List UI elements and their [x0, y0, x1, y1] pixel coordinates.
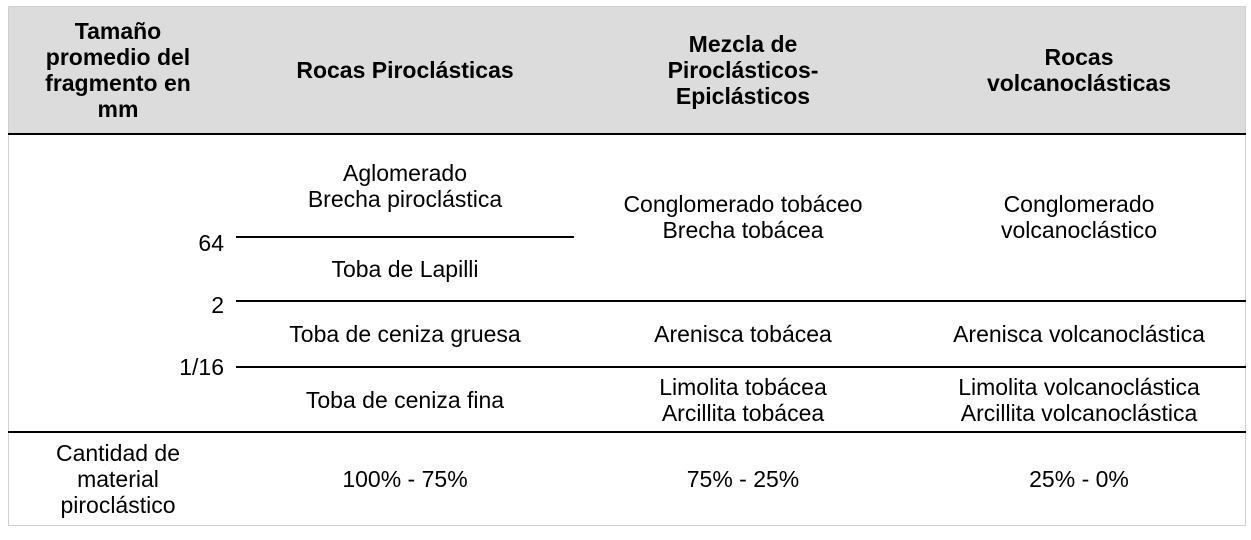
footer-divider-line — [8, 431, 1246, 433]
size-tick-2: 2 — [211, 292, 224, 318]
volcanoclasticas-coarse-line: volcanoclástico — [1001, 217, 1157, 243]
header-mezcla-line: Epiclásticos — [675, 82, 811, 109]
mezcla-coarse-line: Brecha tobácea — [662, 217, 824, 243]
piroclasticas-ceniza-gruesa-text: Toba de ceniza gruesa — [289, 321, 521, 347]
volcanoclasticas-fine-line: Limolita volcanoclástica — [958, 373, 1200, 400]
volcanoclasticas-fine: Limolita volcanoclástica Arcillita volca… — [912, 368, 1246, 431]
footer-piroclasticas-text: 100% - 75% — [342, 466, 468, 492]
size-2-line — [236, 300, 1246, 302]
mezcla-medium: Arenisca tobácea — [574, 302, 912, 366]
header-size-line: mm — [97, 95, 139, 122]
header-size-line: Tamaño — [74, 17, 162, 44]
mezcla-coarse: Conglomerado tobáceo Brecha tobácea — [574, 134, 912, 300]
mezcla-coarse-line: Conglomerado tobáceo — [623, 191, 863, 217]
footer-label-line: piroclástico — [60, 492, 176, 518]
size-64-line — [236, 236, 574, 238]
header-mezcla-line: Piroclásticos- — [667, 56, 819, 83]
piroclasticas-lapilli: Toba de Lapilli — [236, 238, 574, 300]
footer-volcanoclasticas-text: 25% - 0% — [1029, 466, 1129, 492]
footer-piroclasticas: 100% - 75% — [236, 432, 574, 526]
size-tick-1-16: 1/16 — [179, 354, 224, 380]
size-tick-64: 64 — [198, 230, 224, 256]
header-size-line: fragmento en — [45, 69, 191, 96]
header-piroclasticas-line: Rocas Piroclásticas — [296, 56, 514, 83]
header-piroclasticas: Rocas Piroclásticas — [236, 6, 574, 133]
header-size-line: promedio del — [45, 43, 191, 70]
footer-label-line: material — [77, 466, 159, 492]
mezcla-fine: Limolita tobácea Arcillita tobácea — [574, 368, 912, 431]
piroclasticas-coarse-line: Aglomerado — [342, 160, 468, 186]
volcanoclasticas-fine-line: Arcillita volcanoclástica — [960, 399, 1198, 426]
header-volcanoclasticas: Rocas volcanoclásticas — [912, 6, 1246, 133]
volcanoclasticas-medium: Arenisca volcanoclástica — [912, 302, 1246, 366]
footer-volcanoclasticas: 25% - 0% — [912, 432, 1246, 526]
volcanoclasticas-coarse: Conglomerado volcanoclástico — [912, 134, 1246, 300]
volcanoclasticas-medium-text: Arenisca volcanoclástica — [953, 321, 1205, 347]
piroclasticas-ceniza-fina-text: Toba de ceniza fina — [305, 386, 505, 413]
footer-label: Cantidad de material piroclástico — [8, 432, 228, 526]
footer-label-line: Cantidad de — [55, 440, 181, 466]
footer-mezcla: 75% - 25% — [574, 432, 912, 526]
footer-mezcla-text: 75% - 25% — [686, 466, 800, 492]
piroclasticas-ceniza-gruesa: Toba de ceniza gruesa — [236, 302, 574, 366]
mezcla-medium-text: Arenisca tobácea — [654, 321, 832, 347]
piroclasticas-lapilli-text: Toba de Lapilli — [331, 256, 479, 282]
piroclasticas-coarse-line: Brecha piroclástica — [307, 186, 503, 212]
volcanoclasticas-coarse-line: Conglomerado — [1003, 191, 1155, 217]
mezcla-fine-line: Arcillita tobácea — [661, 399, 825, 426]
header-background — [8, 6, 1246, 133]
header-mezcla-line: Mezcla de — [688, 30, 798, 57]
header-divider-line — [8, 133, 1246, 135]
header-volcanoclasticas-line: Rocas — [1044, 43, 1114, 70]
table-border-left — [8, 6, 9, 526]
header-volcanoclasticas-line: volcanoclásticas — [986, 69, 1172, 96]
piroclasticas-ceniza-fina: Toba de ceniza fina — [236, 368, 574, 431]
table-border-top — [8, 6, 1246, 7]
table-border-bottom — [8, 525, 1246, 526]
table-border-right — [1245, 6, 1246, 526]
mezcla-fine-line: Limolita tobácea — [659, 373, 827, 400]
header-mezcla: Mezcla de Piroclásticos- Epiclásticos — [574, 6, 912, 133]
header-size-column: Tamaño promedio del fragmento en mm — [8, 6, 228, 133]
piroclasticas-coarse: Aglomerado Brecha piroclástica — [236, 150, 574, 222]
size-1-16-line — [236, 366, 1246, 368]
